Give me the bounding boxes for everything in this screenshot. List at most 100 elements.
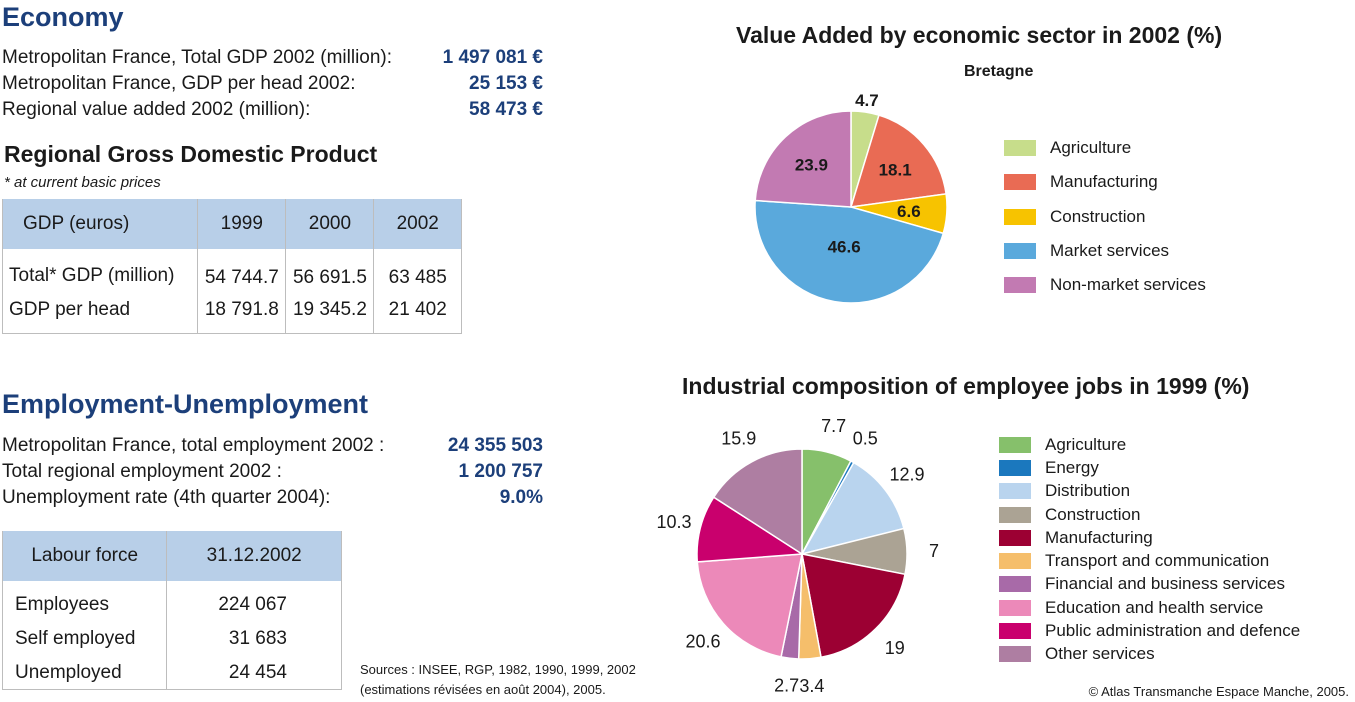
legend-swatch: [1004, 277, 1036, 294]
table-row: Self employed 31 683: [1, 620, 342, 654]
economy-value-gdp-per-head: 25 153 €: [469, 73, 543, 94]
economy-heading: Economy: [2, 2, 124, 32]
table-row: Employees 224 067: [1, 581, 342, 620]
legend-swatch: [999, 646, 1031, 663]
table-row: Total* GDP (million) 54 744.7 56 691.5 6…: [1, 249, 462, 291]
legend-label: Distribution: [1045, 481, 1131, 501]
legend-swatch: [999, 576, 1031, 593]
legend-item-other-services: Other services: [999, 643, 1300, 666]
gdp-cell: 21 402: [373, 291, 462, 334]
data-label-manufacturing: 19: [885, 638, 905, 658]
pie-slice-manufacturing: [849, 114, 947, 208]
pie-slice-other-services: [712, 448, 803, 556]
data-label-financial-and-business-services: 2.7: [774, 675, 799, 695]
labour-header-label: Labour force: [1, 531, 168, 581]
legend-item-agriculture: Agriculture: [999, 433, 1300, 456]
economy-label-gdp-per-head: Metropolitan France, GDP per head 2002:: [2, 73, 356, 94]
legend-item-public-administration-and-defence: Public administration and defence: [999, 619, 1300, 642]
employment-label-unemployment: Unemployment rate (4th quarter 2004):: [2, 487, 331, 508]
legend-label: Non-market services: [1050, 275, 1206, 295]
legend-swatch: [1004, 208, 1036, 225]
data-label-agriculture: 7.7: [821, 418, 846, 436]
pie-slice-distribution: [800, 461, 905, 556]
legend-swatch: [999, 483, 1031, 500]
labour-header-date: 31.12.2002: [166, 531, 342, 581]
legend-swatch: [999, 529, 1031, 546]
legend-item-manufacturing: Manufacturing: [999, 526, 1300, 549]
chart1-title: Value Added by economic sector in 2002 (…: [736, 22, 1223, 48]
legend-item-non-market-services: Non-market services: [1004, 268, 1206, 302]
legend-label: Public administration and defence: [1045, 621, 1301, 641]
employment-label-france: Metropolitan France, total employment 20…: [2, 435, 385, 456]
legend-swatch: [1004, 243, 1036, 260]
legend-item-agriculture: Agriculture: [1004, 131, 1206, 165]
legend-item-manufacturing: Manufacturing: [1004, 165, 1206, 199]
chart2-legend: Agriculture Energy Distribution Constructio…: [999, 433, 1300, 666]
value-added-pie-chart: 4.7 18.1 6.6 46.6 23.9: [754, 91, 948, 304]
legend-label: Market services: [1050, 241, 1170, 261]
copyright: © Atlas Transmanche Espace Manche, 2005.: [1088, 684, 1349, 699]
gdp-table-note: * at current basic prices: [4, 174, 161, 191]
legend-item-construction: Construction: [999, 503, 1300, 526]
gdp-row-label: Total* GDP (million): [1, 249, 199, 291]
legend-label: Manufacturing: [1050, 172, 1158, 192]
gdp-cell: 56 691.5: [285, 249, 375, 291]
gdp-header-1999: 1999: [197, 199, 287, 249]
employment-label-regional: Total regional employment 2002 :: [2, 461, 282, 482]
data-label-education-and-health-service: 20.6: [685, 632, 720, 652]
data-label-other-services: 15.9: [721, 428, 756, 448]
gdp-header-label: GDP (euros): [1, 199, 199, 249]
legend-swatch: [999, 506, 1031, 523]
chart2-title: Industrial composition of employee jobs …: [682, 373, 1250, 399]
labour-row-label: Unemployed: [1, 654, 168, 690]
gdp-table-title: Regional Gross Domestic Product: [4, 141, 378, 167]
data-label-public-administration-and-defence: 10.3: [657, 512, 692, 532]
employment-value-france: 24 355 503: [447, 435, 543, 456]
legend-label: Manufacturing: [1045, 527, 1153, 547]
labour-cell: 224 067: [166, 581, 342, 620]
gdp-header-2000: 2000: [285, 199, 375, 249]
gdp-cell: 54 744.7: [197, 249, 287, 291]
sources-line-1: Sources : INSEE, RGP, 1982, 1990, 1999, …: [360, 662, 636, 677]
labour-cell: 31 683: [166, 620, 342, 654]
gdp-row-label: GDP per head: [1, 291, 199, 334]
economy-label-regional-value: Regional value added 2002 (million):: [2, 99, 311, 120]
legend-item-transport-and-communication: Transport and communication: [999, 549, 1300, 572]
data-label-market-services: 46.6: [828, 237, 861, 256]
table-row: Unemployed 24 454: [1, 654, 342, 690]
legend-swatch: [999, 436, 1031, 453]
legend-item-distribution: Distribution: [999, 480, 1300, 503]
legend-swatch: [999, 553, 1031, 570]
legend-label: Agriculture: [1050, 138, 1132, 158]
data-label-non-market-services: 23.9: [795, 156, 828, 175]
pie-slice-education-and-health-service: [696, 553, 803, 658]
gdp-header-2002: 2002: [373, 199, 462, 249]
legend-item-construction: Construction: [1004, 200, 1206, 234]
data-label-manufacturing: 18.1: [879, 160, 912, 179]
labour-row-label: Self employed: [1, 620, 168, 654]
legend-label: Other services: [1045, 644, 1155, 664]
legend-swatch: [1004, 174, 1036, 191]
legend-label: Education and health service: [1045, 597, 1264, 617]
gdp-cell: 18 791.8: [197, 291, 287, 334]
legend-item-financial-and-business-services: Financial and business services: [999, 573, 1300, 596]
legend-label: Energy: [1045, 457, 1099, 477]
legend-label: Construction: [1045, 504, 1141, 524]
data-label-agriculture: 4.7: [855, 91, 879, 110]
legend-swatch: [999, 623, 1031, 640]
chart1-subtitle: Bretagne: [964, 63, 1034, 80]
legend-swatch: [999, 599, 1031, 616]
labour-cell: 24 454: [166, 654, 342, 690]
gdp-cell: 19 345.2: [285, 291, 375, 334]
economy-label-total-gdp: Metropolitan France, Total GDP 2002 (mil…: [2, 47, 393, 68]
pie-slice-manufacturing: [801, 553, 906, 659]
data-label-distribution: 12.9: [890, 464, 925, 484]
legend-swatch: [999, 459, 1031, 476]
economy-value-regional-value: 58 473 €: [469, 99, 543, 120]
labour-row-label: Employees: [1, 581, 168, 620]
legend-swatch: [1004, 140, 1036, 157]
employment-heading: Employment-Unemployment: [2, 389, 369, 419]
sources-line-2: (estimations révisées en août 2004), 200…: [360, 682, 606, 697]
pie-slice-non-market-services: [754, 110, 852, 208]
data-label-construction: 7: [929, 541, 939, 561]
